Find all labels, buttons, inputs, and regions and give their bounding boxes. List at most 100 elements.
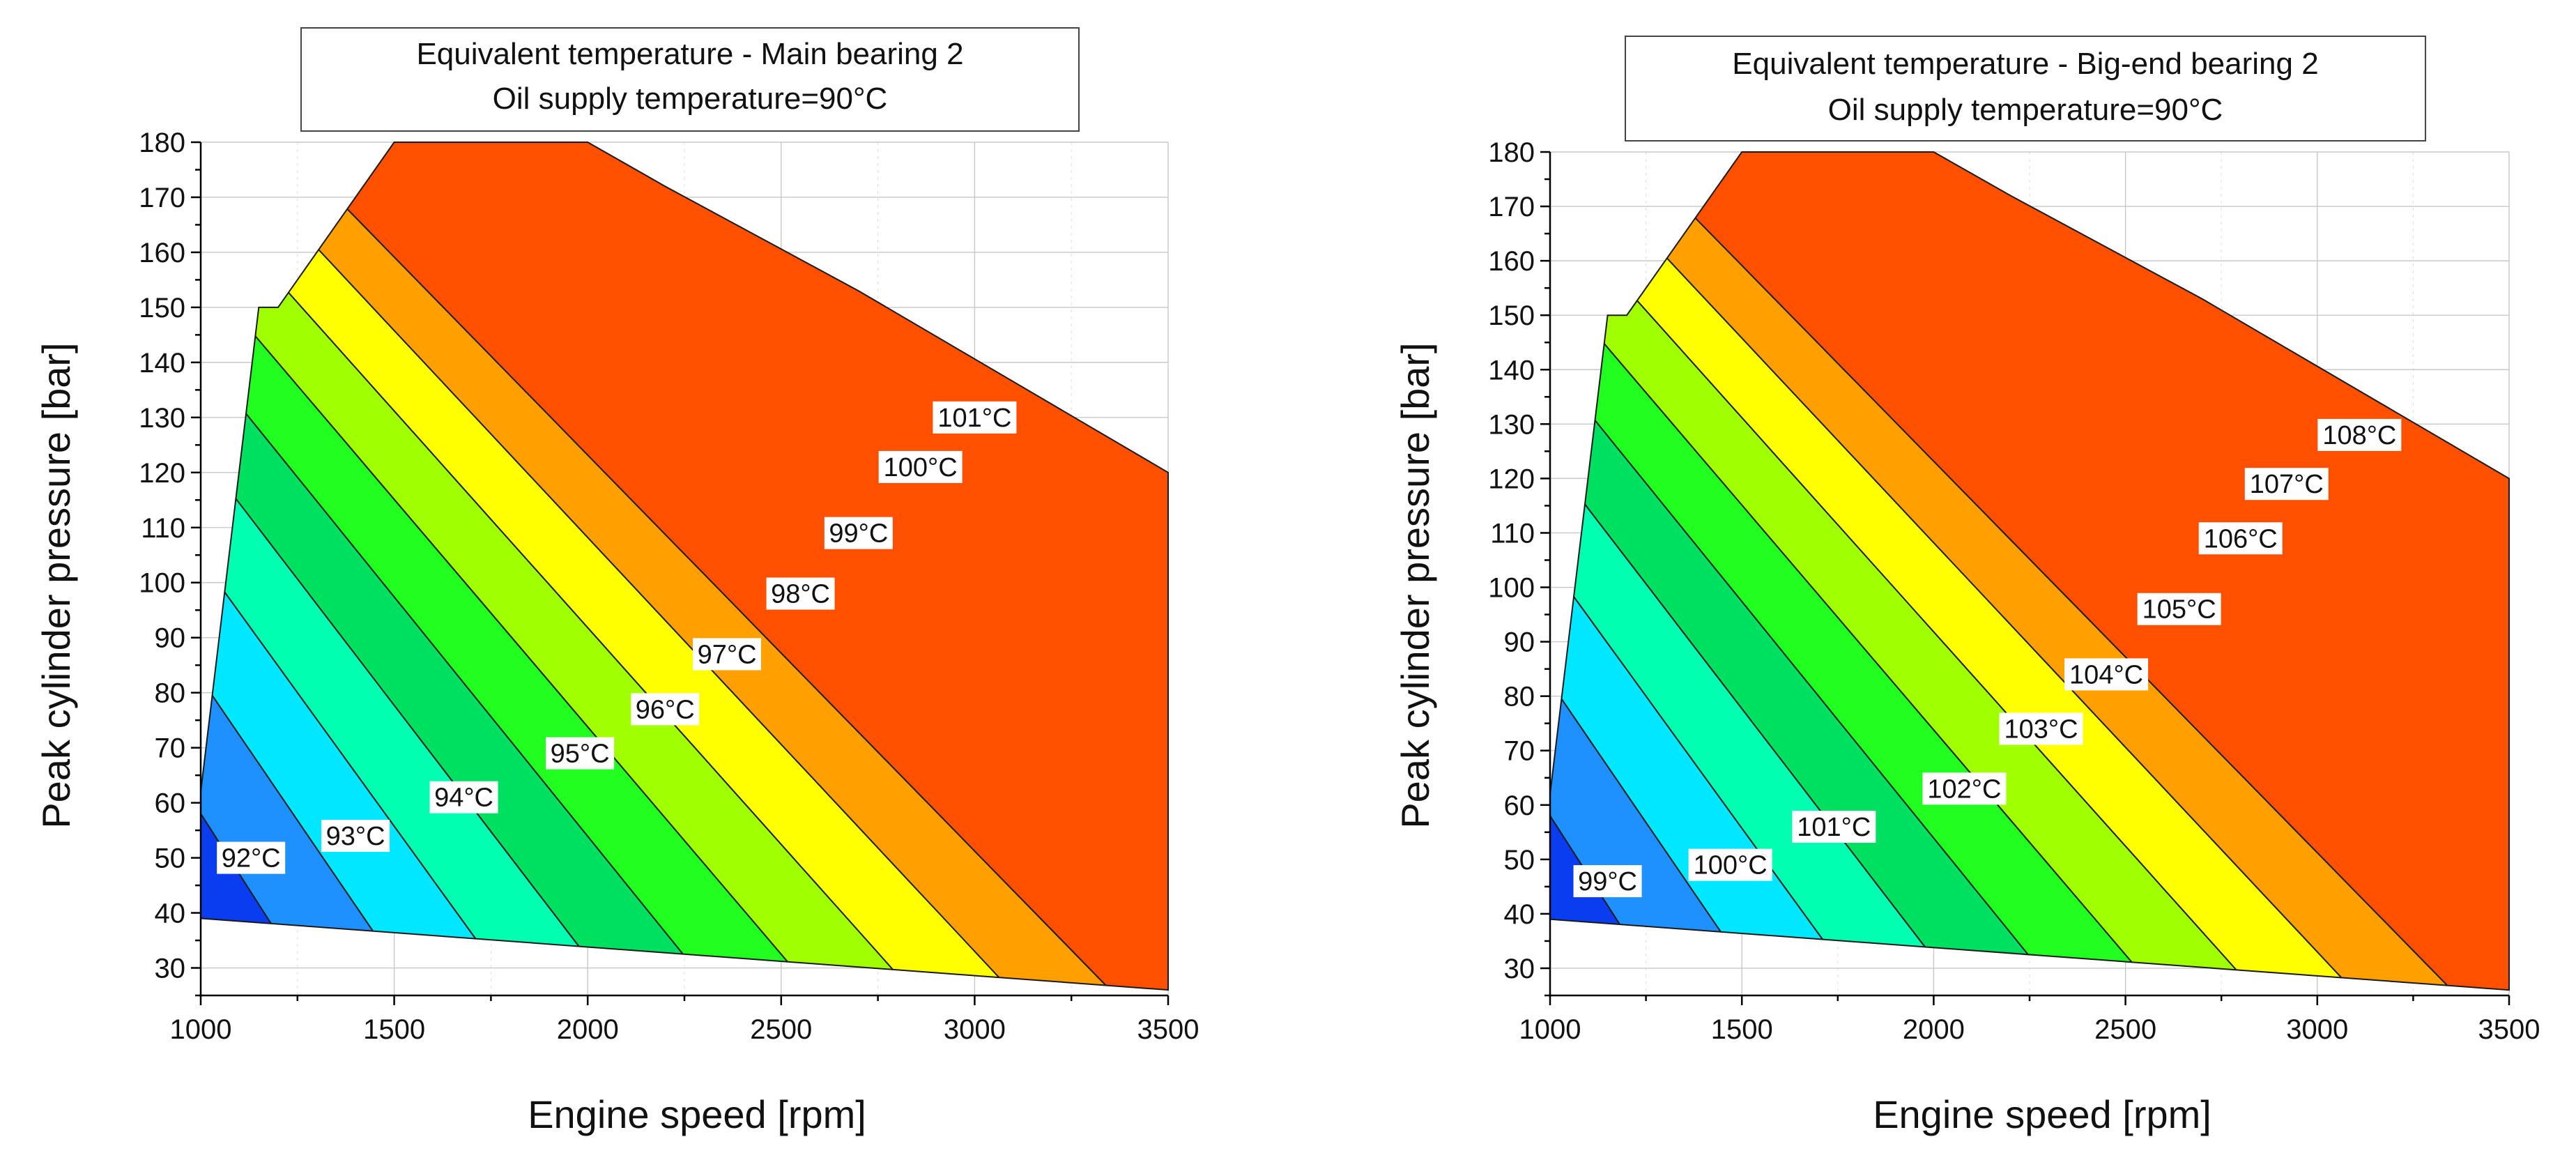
contour-label: 108°C — [2322, 421, 2396, 450]
contour-line-2 — [1550, 152, 1784, 991]
y-tick-label: 150 — [139, 293, 185, 323]
y-tick-label: 170 — [139, 183, 185, 213]
chart-title-line2: Oil supply temperature=90°C — [493, 82, 888, 116]
x-tick-label: 2500 — [750, 1014, 812, 1045]
chart-title-line1: Equivalent temperature - Main bearing 2 — [416, 37, 963, 71]
contour-label: 106°C — [2204, 524, 2278, 553]
x-tick-label: 2000 — [557, 1014, 619, 1045]
contour-labels: 99°C 100°C 101°C 102°C 103°C 104°C 105°C 106°C 1… — [1573, 418, 2402, 898]
y-axis-title: Peak cylinder pressure [bar] — [34, 342, 78, 828]
contour-label: 107°C — [2250, 470, 2324, 499]
y-tick-label: 70 — [155, 733, 186, 764]
contour-line-8 — [1550, 152, 2384, 991]
contour-label-box — [1999, 712, 2083, 745]
contour-label-box — [2137, 593, 2221, 625]
y-tick-label: 60 — [1504, 791, 1535, 821]
chart-title-line2: Oil supply temperature=90°C — [1828, 93, 2223, 127]
y-tick-label: 50 — [1504, 845, 1535, 876]
chart-title-line1: Equivalent temperature - Big-end bearing… — [1732, 47, 2318, 81]
contour-label-box — [217, 841, 286, 874]
contour-label-box — [631, 693, 700, 726]
y-tick-label: 120 — [1488, 464, 1535, 494]
y-tick-label: 100 — [1488, 573, 1535, 604]
contour-label-box — [546, 737, 615, 770]
contour-label: 99°C — [1578, 867, 1637, 896]
x-tick-label: 1500 — [1711, 1014, 1773, 1045]
contour-band-7 — [201, 142, 941, 991]
x-tick-label: 2000 — [1903, 1014, 1965, 1045]
y-tick-label: 50 — [155, 843, 186, 874]
y-tick-label: 40 — [1504, 899, 1535, 930]
contour-line-5 — [1550, 152, 2084, 991]
x-tick-label: 3500 — [1137, 1014, 1199, 1045]
contour-label-box — [824, 517, 893, 549]
contour-line-2 — [201, 142, 436, 991]
contour-label: 102°C — [1927, 774, 2001, 804]
contour-line-9 — [1603, 152, 2485, 991]
y-tick-label: 110 — [1490, 518, 1535, 549]
x-axis-title: Engine speed [rpm] — [528, 1092, 866, 1136]
contour-label: 94°C — [434, 784, 493, 813]
y-tick-label: 180 — [139, 128, 185, 158]
contour-label-box — [2198, 522, 2283, 555]
contour-labels: 92°C 93°C 94°C 95°C 96°C97°C 98°C 99°C 100°C 101… — [217, 401, 1017, 874]
contour-label-box — [429, 781, 498, 814]
y-tick-label: 120 — [139, 458, 185, 489]
x-axis-title: Engine speed [rpm] — [1873, 1092, 2211, 1136]
contour-band-8 — [1550, 152, 2384, 991]
contour-label: 97°C — [698, 640, 757, 669]
contour-label: 99°C — [829, 519, 888, 549]
contour-band-2 — [1550, 152, 1784, 991]
chart-big-end-bearing-2: Equivalent temperature - Big-end bearing… — [1393, 36, 2540, 1136]
title-box — [300, 27, 1080, 132]
contour-band-3 — [1550, 152, 1883, 991]
y-tick-label: 130 — [139, 403, 185, 434]
contour-band-4 — [1550, 152, 1984, 991]
contour-band-9 — [1550, 152, 2484, 991]
x-tick-label: 1000 — [170, 1014, 232, 1045]
contour-label-box — [321, 819, 390, 852]
y-tick-label: 140 — [139, 348, 185, 379]
y-tick-label: 130 — [1488, 409, 1535, 440]
y-tick-label: 60 — [155, 788, 186, 819]
contour-band-5 — [201, 142, 739, 991]
contour-band-3 — [201, 142, 537, 991]
contour-band-2 — [201, 142, 436, 991]
contour-label-box — [1922, 772, 2007, 805]
contour-fills — [1550, 152, 2509, 991]
y-tick-label: 70 — [1504, 736, 1535, 767]
domain-boundary — [1549, 151, 2510, 991]
y-tick-label: 90 — [1504, 627, 1535, 658]
y-tick-label: 30 — [1504, 954, 1535, 984]
contour-band-8 — [201, 142, 1042, 991]
y-tick-label: 80 — [1504, 682, 1535, 712]
contour-line-4 — [1550, 152, 1984, 991]
contour-line-6 — [201, 142, 841, 991]
contour-line-5 — [201, 142, 739, 991]
y-tick-label: 40 — [155, 899, 186, 929]
contour-label-box — [693, 638, 762, 671]
chart-main-bearing-2: Equivalent temperature - Main bearing 2 … — [34, 27, 1199, 1136]
contour-label-box — [2064, 658, 2149, 691]
contour-label-box — [933, 401, 1017, 434]
contour-label: 95°C — [551, 740, 610, 769]
contour-line-6 — [1550, 152, 2184, 991]
contour-line-4 — [201, 142, 638, 991]
axes: 1000 1500 2000 2500 3000 3500 30 40 50 60 70 80 90 10… — [1488, 137, 2540, 1045]
x-tick-label: 2500 — [2094, 1014, 2156, 1045]
contour-label-box — [1688, 848, 1772, 881]
contour-label-box — [1792, 811, 1876, 843]
contour-label-box — [878, 450, 963, 483]
y-tick-label: 140 — [1488, 355, 1535, 385]
y-tick-label: 170 — [1488, 192, 1535, 222]
contour-label-box — [2317, 418, 2402, 451]
contour-label-box — [2244, 468, 2329, 501]
contour-band-9 — [201, 142, 1143, 991]
contour-label: 101°C — [937, 404, 1011, 433]
contour-label: 98°C — [771, 580, 830, 609]
y-axis-title: Peak cylinder pressure [bar] — [1393, 342, 1437, 828]
y-tick-label: 150 — [1488, 300, 1535, 331]
contour-fills — [201, 142, 1168, 991]
contour-band-5 — [1550, 152, 2084, 991]
